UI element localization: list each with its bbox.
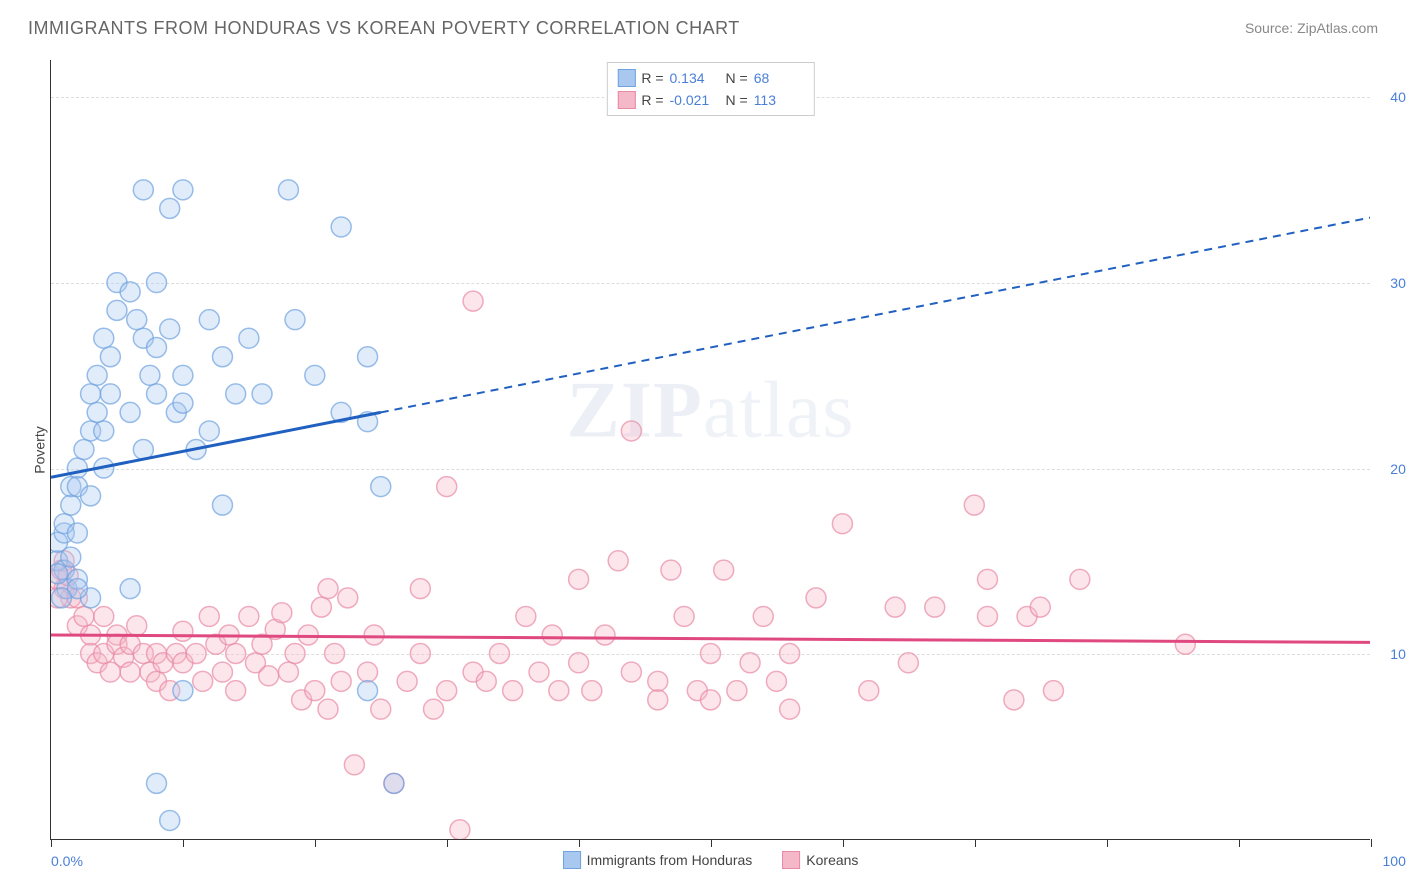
chart-title: IMMIGRANTS FROM HONDURAS VS KOREAN POVER… xyxy=(28,18,740,39)
legend-item-2: Koreans xyxy=(782,851,858,869)
stats-row-series-2: R = -0.021 N = 113 xyxy=(617,89,803,111)
x-tick xyxy=(183,839,184,847)
r-label: R = xyxy=(641,70,663,86)
x-tick xyxy=(315,839,316,847)
legend-swatch-2 xyxy=(782,851,800,869)
y-tick-label: 40.0% xyxy=(1390,89,1406,105)
r-value-1: 0.134 xyxy=(670,70,720,86)
x-tick xyxy=(447,839,448,847)
legend-item-1: Immigrants from Honduras xyxy=(563,851,753,869)
x-tick-label: 0.0% xyxy=(51,853,83,869)
legend-swatch-1 xyxy=(563,851,581,869)
x-tick xyxy=(711,839,712,847)
legend-label-2: Koreans xyxy=(806,852,858,868)
x-tick xyxy=(51,839,52,847)
x-tick xyxy=(579,839,580,847)
y-tick-label: 30.0% xyxy=(1390,275,1406,291)
x-tick xyxy=(843,839,844,847)
source-attribution: Source: ZipAtlas.com xyxy=(1245,20,1378,36)
swatch-series-2 xyxy=(617,91,635,109)
stats-row-series-1: R = 0.134 N = 68 xyxy=(617,67,803,89)
y-tick-label: 20.0% xyxy=(1390,461,1406,477)
x-tick xyxy=(975,839,976,847)
x-tick xyxy=(1371,839,1372,847)
x-tick xyxy=(1239,839,1240,847)
swatch-series-1 xyxy=(617,69,635,87)
r-value-2: -0.021 xyxy=(670,92,720,108)
chart-svg xyxy=(51,60,1370,839)
n-label: N = xyxy=(726,70,748,86)
plot-area: Poverty ZIPatlas R = 0.134 N = 68 R = -0… xyxy=(50,60,1370,840)
n-label: N = xyxy=(726,92,748,108)
y-axis-title: Poverty xyxy=(32,426,48,473)
bottom-legend: Immigrants from Honduras Koreans xyxy=(563,851,859,869)
legend-label-1: Immigrants from Honduras xyxy=(587,852,753,868)
x-tick-label: 100.0% xyxy=(1383,853,1406,869)
x-tick xyxy=(1107,839,1108,847)
r-label: R = xyxy=(641,92,663,108)
stats-legend: R = 0.134 N = 68 R = -0.021 N = 113 xyxy=(606,62,814,116)
y-tick-label: 10.0% xyxy=(1390,646,1406,662)
n-value-1: 68 xyxy=(754,70,804,86)
n-value-2: 113 xyxy=(754,92,804,108)
